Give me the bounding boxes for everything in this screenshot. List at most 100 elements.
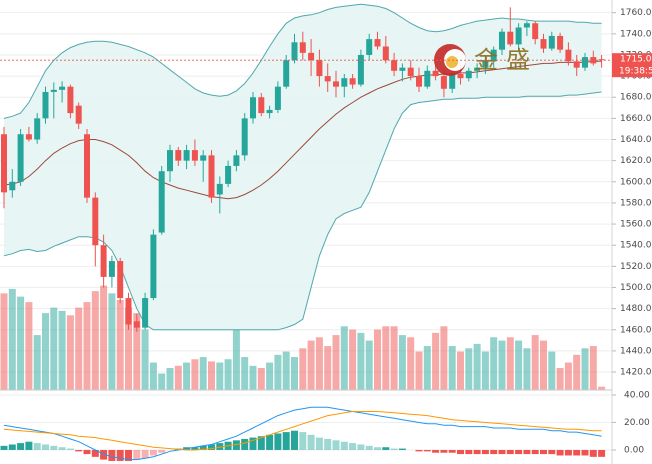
macd-bar: [423, 449, 431, 452]
volume-bar: [365, 340, 373, 390]
macd-bar: [0, 445, 8, 450]
time-label: 19:38:54: [619, 67, 652, 77]
macd-bar: [382, 447, 390, 450]
macd-layer: [0, 406, 606, 461]
volume-bar: [523, 348, 531, 390]
macd-bar: [100, 449, 108, 460]
volume-bar: [498, 340, 506, 390]
candle-body: [407, 67, 414, 77]
volume-bar: [299, 348, 307, 390]
candle-body: [499, 31, 505, 50]
macd-bar: [332, 440, 340, 450]
macd-bar: [116, 449, 124, 461]
y-tick-label: 1580.00: [620, 198, 652, 208]
volume-bar: [25, 302, 33, 390]
macd-bar: [307, 434, 315, 450]
volume-bar: [58, 310, 66, 390]
y-tick-label: 1540.00: [620, 241, 652, 251]
volume-bar: [42, 313, 49, 390]
candle-body: [333, 81, 339, 87]
volume-bar: [141, 329, 149, 390]
candle-body: [42, 91, 49, 119]
y-tick-label: 1620.00: [620, 156, 652, 166]
macd-bar: [299, 432, 307, 450]
candle-body: [125, 298, 132, 325]
candle-body: [440, 76, 447, 89]
candle-body: [548, 35, 555, 49]
candle-body: [482, 61, 489, 68]
volume-bar: [398, 335, 406, 390]
y-tick-label: 1660.00: [620, 114, 652, 124]
candle-body: [357, 54, 364, 85]
macd-bar: [75, 449, 83, 452]
candle-body: [241, 118, 248, 156]
volume-bar: [540, 340, 547, 390]
candle-body: [266, 109, 273, 114]
middle-band: [3, 60, 602, 200]
macd-bar: [42, 444, 49, 450]
volume-bar: [448, 346, 456, 390]
candle-body: [274, 86, 281, 110]
candle-body: [1, 134, 7, 193]
macd-bar: [457, 449, 464, 455]
y-tick-label: 1680.00: [620, 93, 652, 103]
volume-bar: [315, 337, 323, 390]
candle-body: [324, 76, 331, 82]
candle-body: [225, 165, 232, 184]
macd-bar: [125, 449, 132, 461]
volume-bar: [349, 329, 357, 390]
candle-body: [515, 27, 522, 45]
candle-body: [449, 73, 456, 89]
macd-bar: [548, 449, 556, 455]
volume-bar: [108, 293, 116, 390]
candle-body: [299, 42, 306, 53]
macd-bar: [158, 449, 166, 453]
candle-body: [25, 134, 32, 140]
candle-body: [416, 76, 422, 87]
volume-bar: [199, 357, 207, 390]
volume-bar: [307, 340, 315, 390]
volume-bar: [390, 326, 398, 390]
macd-bar: [556, 449, 564, 456]
volume-bar: [158, 373, 166, 390]
last-price-label: 1715.06: [620, 55, 652, 65]
candle-body: [316, 60, 323, 77]
macd-bar: [208, 444, 215, 450]
volume-bar: [83, 302, 91, 390]
volume-bar: [33, 335, 41, 390]
volume-bar: [440, 326, 448, 390]
macd-tick-label: 20.00: [624, 418, 650, 428]
volume-bar: [432, 332, 440, 390]
candle-body: [258, 97, 265, 114]
candle-body: [233, 155, 240, 166]
y-tick-label: 1420.00: [620, 368, 652, 378]
volume-bar: [224, 359, 232, 390]
volume-bar: [191, 359, 199, 390]
volume-bar: [324, 346, 332, 390]
volume-bar: [581, 348, 589, 390]
candle-body: [540, 39, 547, 49]
macd-bar: [216, 443, 224, 450]
candle-body: [573, 61, 580, 68]
candle-body: [34, 118, 41, 140]
candle-body: [167, 150, 173, 172]
volume-bar: [374, 329, 381, 390]
volume-layer: [0, 285, 606, 390]
y-tick-label: 1500.00: [620, 283, 652, 293]
macd-tick-label: 0.00: [624, 445, 644, 455]
y-tick-label: 1520.00: [620, 262, 652, 272]
candle-body: [424, 70, 431, 87]
macd-bar: [50, 445, 58, 450]
macd-bar: [232, 440, 240, 450]
volume-bar: [183, 362, 191, 390]
macd-bar: [241, 438, 249, 450]
candle-body: [175, 150, 182, 161]
macd-bar: [432, 449, 440, 453]
macd-bar: [25, 441, 33, 450]
volume-bar: [91, 291, 99, 390]
volume-bar: [133, 313, 141, 390]
volume-bar: [357, 332, 365, 390]
macd-bar: [191, 447, 199, 450]
candle-body: [133, 321, 140, 328]
